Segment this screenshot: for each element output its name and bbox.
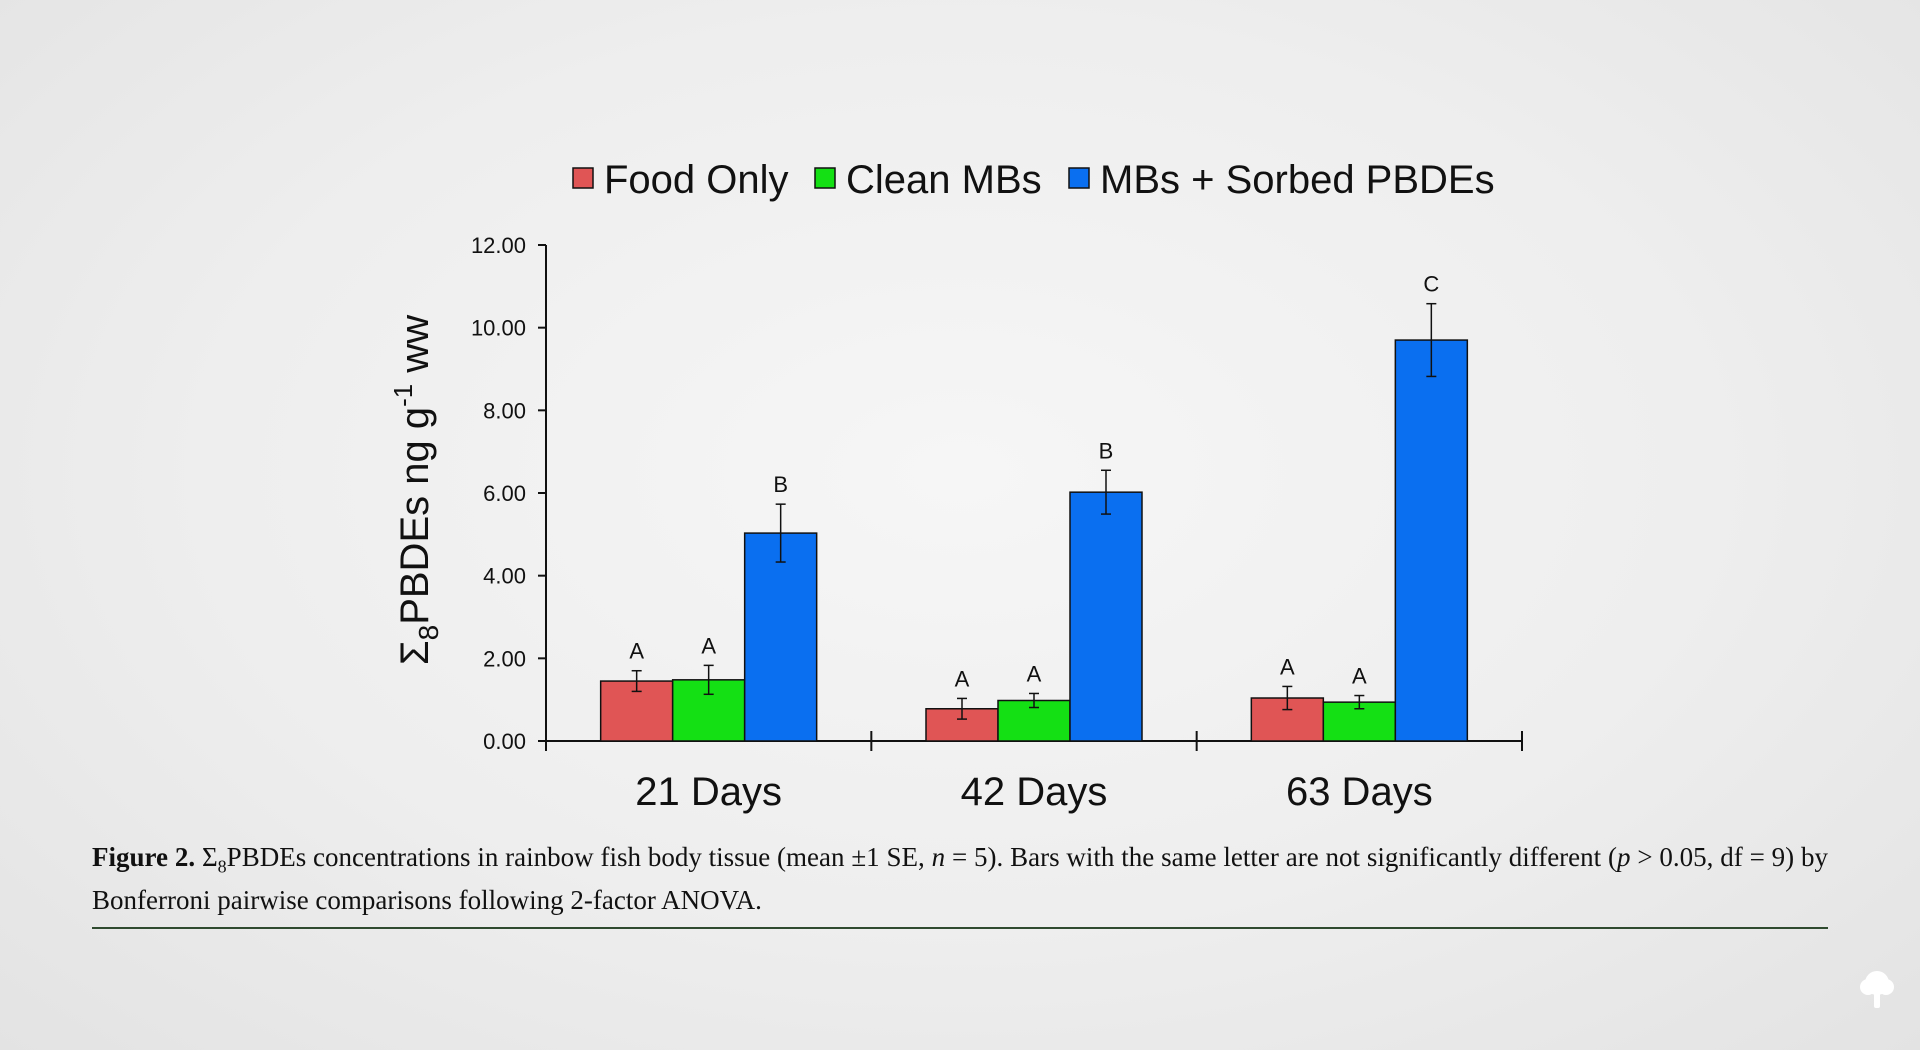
legend-label: Clean MBs [846,158,1042,202]
x-tick-label: 42 Days [961,770,1108,814]
caption-p: p [1617,842,1631,872]
legend-swatch [1068,167,1090,189]
y-axis-label-superscript: -1 [388,384,418,407]
legend: Food Only Clean MBs MBs + Sorbed PBDEs [572,158,1495,202]
caption-n: n [931,842,946,872]
bar [1394,339,1469,742]
y-axis-label-main: PBDEs ng g [393,407,437,625]
y-tick-label: 2.00 [483,646,526,671]
caption-subscript: 8 [217,856,227,877]
significance-letter: A [1352,664,1367,689]
significance-letter: A [629,639,644,664]
significance-letter: A [701,633,716,658]
tree-icon [1860,971,1894,1008]
caption-sigma: Σ [201,842,218,872]
y-tick-label: 6.00 [483,481,526,506]
legend-label: Food Only [604,158,789,202]
x-tick-label: 21 Days [635,770,782,814]
significance-letter: A [1027,661,1042,686]
y-axis-label-sigma: Σ [393,640,437,665]
y-axis-label: Σ8PBDEs ng g-1 ww [388,315,444,665]
caption-text-2: = 5). Bars with the same letter are not … [945,842,1617,872]
legend-label: MBs + Sorbed PBDEs [1100,158,1495,202]
y-tick-label: 4.00 [483,564,526,589]
x-tick-label: 63 Days [1286,770,1433,814]
significance-letter: B [1099,438,1114,463]
axes: 0.00 2.00 4.00 6.00 8.00 10.00 12.00 21 Days 42 … [471,233,1523,814]
caption-text-3: > 0.05, df = 9) by Bonferroni pairwise c… [92,842,1829,916]
caption-label: Figure 2. [92,842,196,872]
bar [1069,491,1143,742]
y-tick-label: 0.00 [483,729,526,754]
caption-divider [92,927,1828,929]
caption-text-1: PBDEs concentrations in rainbow fish bod… [226,842,932,872]
y-axis-label-subscript: 8 [413,625,444,641]
bars: A A B A A B A A C [599,272,1469,742]
significance-letter: C [1423,272,1439,297]
legend-swatch [814,167,836,189]
legend-swatch [572,167,594,189]
significance-letter: A [955,666,970,691]
bar [743,532,818,742]
y-tick-label: 12.00 [471,233,526,258]
significance-letter: B [773,472,788,497]
y-tick-label: 10.00 [471,316,526,341]
figure-caption: Figure 2. Σ8PBDEs concentrations in rain… [92,840,1828,917]
y-axis-label-unit: ww [393,315,437,384]
y-tick-label: 8.00 [483,398,526,423]
significance-letter: A [1280,654,1295,679]
